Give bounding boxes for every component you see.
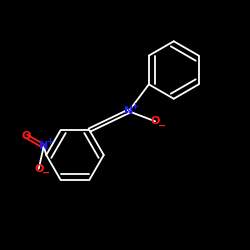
Text: +: +	[46, 137, 54, 146]
Text: −: −	[42, 168, 50, 178]
Text: O: O	[22, 131, 31, 141]
Text: N: N	[39, 141, 48, 151]
Text: N: N	[124, 106, 134, 116]
Text: O: O	[34, 164, 43, 174]
Text: −: −	[158, 121, 166, 131]
Text: +: +	[132, 102, 138, 111]
Text: O: O	[150, 116, 160, 126]
